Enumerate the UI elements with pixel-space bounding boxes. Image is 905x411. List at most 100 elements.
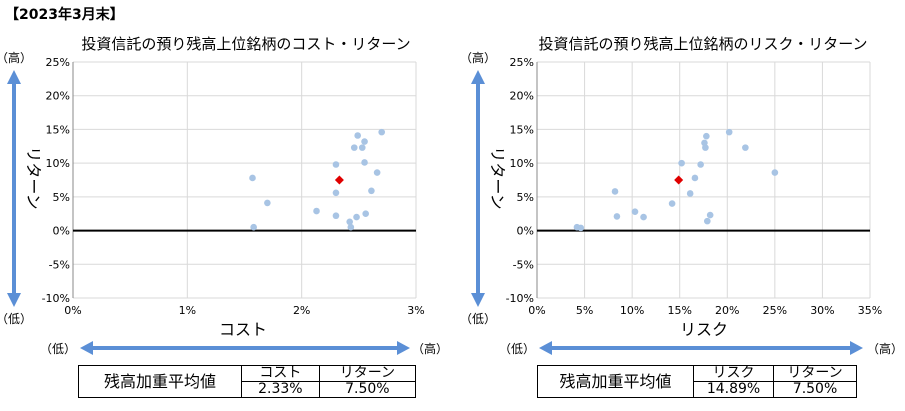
y-tick-label: 10% [46, 157, 70, 170]
y-arrow-low-label: （低） [460, 312, 496, 326]
y-axis-title: リターン [488, 146, 507, 209]
x-tick-label: 30% [810, 304, 834, 317]
x-arrow-high-label: （高） [412, 341, 448, 356]
y-tick-label: -5% [49, 258, 70, 271]
x-tick-label: 0% [64, 304, 81, 317]
data-point [706, 211, 714, 219]
y-arrow-head-up [7, 70, 21, 84]
weighted-average-point [674, 175, 684, 185]
x-arrow-head-left [539, 341, 552, 355]
x-arrow-low-label: （低） [40, 342, 76, 356]
y-tick-label: -10% [42, 292, 70, 305]
x-arrow-high-label: （高） [867, 341, 903, 356]
data-point [725, 128, 733, 136]
summary-col2-value: 7.50% [318, 381, 417, 398]
y-arrow-low-label: （低） [0, 312, 32, 326]
data-point [640, 213, 647, 221]
x-tick-label: 2% [293, 304, 310, 317]
summary-label: 残高加重平均値 [537, 365, 694, 398]
summary-col1-value: 2.33% [241, 381, 320, 398]
risk-return-summary-table: 残高加重平均値 リスク リターン 14.89% 7.50% [537, 365, 857, 398]
y-arrow-head-up [471, 70, 485, 84]
y-axis-title: リターン [24, 146, 43, 209]
x-tick-label: 25% [763, 304, 787, 317]
data-point [313, 207, 320, 215]
x-tick-label: 15% [667, 304, 691, 317]
cost-return-summary-table: 残高加重平均値 コスト リターン 2.33% 7.50% [78, 365, 417, 398]
y-arrow-head-down [471, 293, 485, 307]
chart-title: 投資信託の預り残高上位銘柄のリスク・リターン [539, 35, 868, 53]
data-point [678, 159, 685, 167]
y-tick-label: 0% [53, 225, 70, 238]
data-point [742, 144, 749, 151]
summary-label: 残高加重平均値 [78, 365, 242, 398]
x-tick-label: 20% [715, 304, 739, 317]
data-point [613, 213, 621, 220]
data-point [704, 217, 711, 225]
y-arrow-high-label: （高） [0, 50, 32, 65]
x-tick-label: 10% [620, 304, 644, 317]
weighted-average-point [334, 175, 344, 185]
risk-return-panel: 投資信託の預り残高上位銘柄のリスク・リターン 25% 20% 15% 10% 5% 0% -5… [453, 0, 905, 411]
y-tick-label: 5% [53, 191, 70, 204]
data-point [347, 223, 355, 231]
summary-col1-header: コスト [241, 365, 320, 382]
y-arrow-high-label: （高） [460, 50, 496, 65]
y-tick-label: 5% [517, 191, 534, 204]
x-arrow-head-right [850, 341, 863, 355]
y-tick-label: -10% [506, 292, 534, 305]
data-point [332, 212, 340, 220]
data-point [362, 210, 369, 218]
data-point [368, 187, 375, 195]
data-point [332, 189, 340, 197]
y-arrow-head-down [7, 293, 21, 307]
data-point [249, 174, 256, 182]
cost-return-chart: 投資信託の預り残高上位銘柄のコスト・リターン 25% 20% 15% 10% 5% 0% -5… [0, 35, 448, 356]
data-point [353, 213, 360, 221]
data-point [358, 144, 366, 151]
x-axis-title: リスク [680, 320, 728, 339]
x-tick-label: 5% [576, 304, 593, 317]
y-tick-label: 20% [510, 90, 534, 103]
x-arrow-head-right [397, 341, 410, 355]
data-point [611, 188, 619, 195]
x-axis-title: コスト [219, 320, 267, 339]
data-point [373, 169, 381, 176]
chart-title: 投資信託の預り残高上位銘柄のコスト・リターン [81, 35, 410, 53]
y-tick-label: -5% [513, 258, 534, 271]
data-point [771, 169, 779, 176]
data-point [702, 144, 709, 151]
data-point [697, 161, 704, 168]
data-point [346, 218, 353, 226]
risk-return-chart: 投資信託の預り残高上位銘柄のリスク・リターン 25% 20% 15% 10% 5% 0% -5… [460, 35, 903, 356]
x-tick-label: 1% [179, 304, 196, 317]
data-point [691, 174, 699, 182]
data-point [378, 128, 386, 136]
y-tick-label: 10% [510, 157, 534, 170]
period-header: 【2023年3月末】 [5, 7, 124, 23]
summary-col1-value: 14.89% [692, 381, 775, 398]
x-arrow-head-left [80, 341, 93, 355]
data-point [703, 132, 710, 140]
summary-col2-header: リターン [318, 365, 417, 382]
y-tick-label: 15% [510, 123, 534, 136]
data-point [686, 190, 694, 197]
data-point [354, 132, 361, 139]
data-point [361, 138, 368, 145]
y-tick-label: 15% [46, 123, 70, 136]
data-point [350, 144, 358, 151]
y-tick-label: 0% [517, 225, 534, 238]
x-tick-label: 35% [858, 304, 882, 317]
summary-col2-header: リターン [773, 365, 857, 382]
y-tick-label: 20% [46, 90, 70, 103]
data-point [250, 223, 257, 231]
x-tick-label: 3% [407, 304, 424, 317]
y-tick-label: 25% [510, 56, 534, 69]
data-point [668, 200, 676, 207]
x-tick-label: 0% [528, 304, 545, 317]
summary-col1-header: リスク [692, 365, 775, 382]
x-arrow-low-label: （低） [499, 342, 535, 356]
summary-col2-value: 7.50% [773, 381, 857, 398]
data-point [577, 224, 585, 232]
data-point [264, 199, 271, 207]
